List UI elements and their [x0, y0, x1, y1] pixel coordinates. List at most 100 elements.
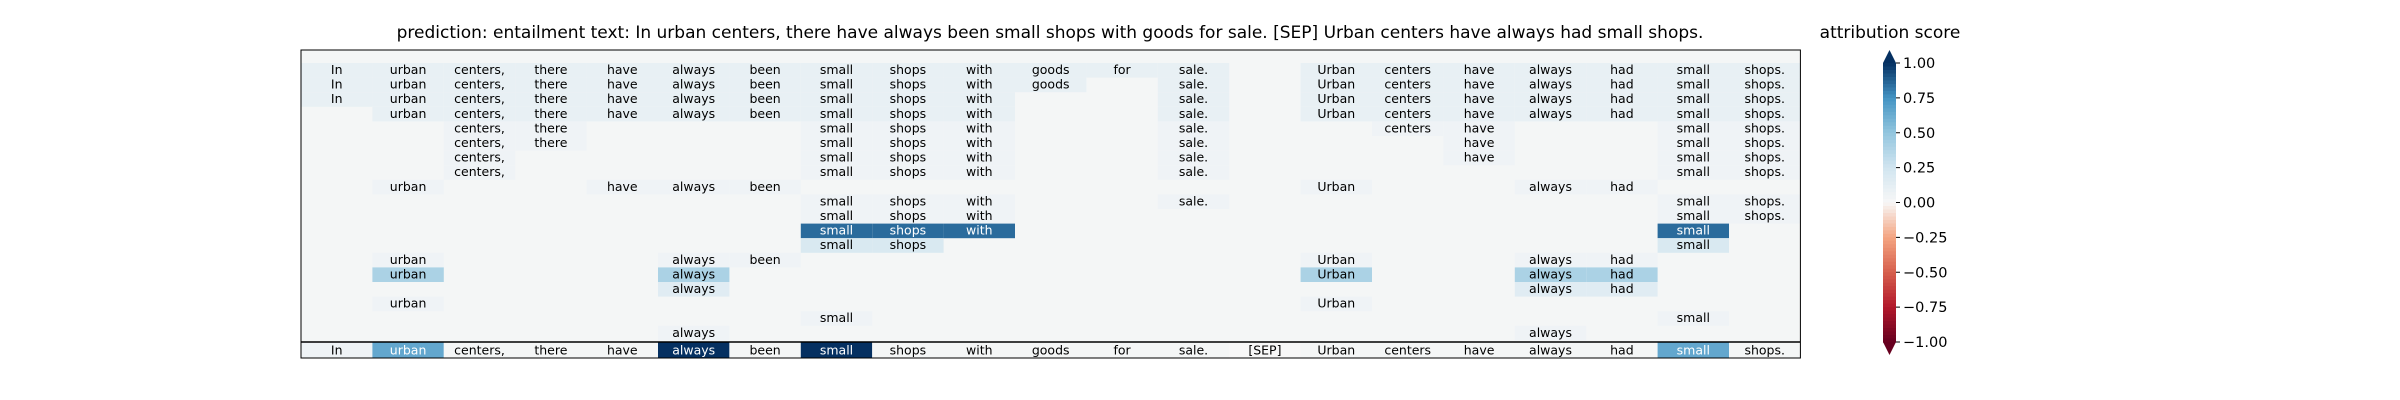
attribution-cell: [586, 179, 658, 195]
attribution-row: urban centers, there have always been small sho…: [372, 106, 1801, 122]
attribution-cell: [1729, 209, 1801, 224]
cell-token-label: had: [1610, 281, 1634, 296]
colorbar-segment: [1883, 219, 1896, 225]
colorbar-segment: [1883, 293, 1896, 298]
final-cell: [301, 342, 373, 358]
attribution-cell: [1729, 106, 1801, 122]
attribution-cell: [1657, 77, 1729, 93]
cell-token-label: In: [331, 77, 343, 92]
attribution-cell: [729, 63, 801, 78]
final-cell: [729, 342, 801, 358]
attribution-cell: [443, 121, 516, 136]
cell-token-label: urban: [390, 106, 427, 121]
cell-token-label: small: [1677, 106, 1710, 121]
colorbar-tick-label: 0.00: [1903, 196, 1935, 212]
final-token-label: Urban: [1317, 343, 1355, 358]
final-cell: [943, 342, 1015, 358]
cell-token-label: have: [1464, 135, 1495, 150]
attribution-cell: [872, 121, 944, 136]
attribution-cell: [1657, 92, 1729, 107]
attribution-cell: [1443, 136, 1515, 151]
colorbar-segment: [1883, 129, 1896, 134]
cell-token-label: always: [1529, 62, 1572, 77]
final-token-label: goods: [1032, 343, 1070, 358]
final-cell: [1229, 342, 1301, 358]
colorbar-segment: [1883, 331, 1896, 336]
cell-token-label: have: [1464, 150, 1495, 165]
cell-token-label: small: [1677, 208, 1710, 223]
final-token-label: had: [1610, 343, 1634, 358]
cell-token-label: sale.: [1179, 91, 1208, 106]
cell-token-label: had: [1610, 266, 1634, 281]
colorbar-segment: [1883, 76, 1896, 82]
attribution-row: always always: [658, 325, 1587, 341]
final-cell: [658, 342, 730, 358]
colorbar-segment: [1883, 282, 1896, 287]
cell-token-label: small: [1677, 164, 1710, 179]
attribution-row: centers, small shops with sale. small shops.: [443, 164, 1801, 180]
cell-token-label: shops: [890, 120, 927, 135]
cell-token-label: with: [966, 77, 993, 92]
cell-token-label: small: [1677, 120, 1710, 135]
cell-token-label: shops: [890, 150, 927, 165]
cell-token-label: centers,: [454, 77, 505, 92]
attribution-cell: [515, 63, 587, 78]
final-cell: [1372, 342, 1444, 358]
attribution-cell: [1157, 63, 1230, 78]
cell-token-label: always: [1529, 325, 1572, 340]
colorbar-segment: [1883, 83, 1896, 89]
cell-token-label: had: [1610, 106, 1634, 121]
attribution-cell: [872, 209, 944, 224]
colorbar-segment: [1883, 272, 1896, 277]
attribution-cell: [372, 179, 444, 195]
final-token-label: small: [1677, 343, 1710, 358]
attribution-row: urban have always been Urban always had: [372, 179, 1658, 195]
colorbar-segment: [1883, 181, 1896, 186]
colorbar-tick-label: −0.75: [1903, 300, 1947, 316]
attribution-cell: [1372, 77, 1444, 93]
attribution-cell: [1372, 106, 1444, 122]
final-token-label: [SEP]: [1248, 343, 1281, 358]
cell-token-label: small: [820, 310, 853, 325]
attribution-cell: [943, 150, 1015, 166]
attribution-cell: [800, 238, 873, 253]
final-token-label: urban: [390, 343, 427, 358]
cell-token-label: Urban: [1317, 179, 1355, 194]
cell-token-label: small: [1677, 223, 1710, 238]
attribution-cell: [800, 194, 873, 209]
cell-token-label: shops.: [1744, 120, 1785, 135]
attribution-cell: [1729, 150, 1801, 166]
attribution-row: In urban centers, there have always been small s…: [301, 91, 1801, 107]
cell-token-label: small: [1677, 135, 1710, 150]
attribution-cell: [943, 165, 1015, 180]
attribution-cell: [872, 223, 944, 239]
cell-token-label: goods: [1032, 77, 1070, 92]
attribution-row: centers, there small shops with sale. centers h…: [443, 120, 1801, 136]
attribution-cell: [372, 92, 444, 107]
attribution-cell: [1586, 282, 1658, 297]
colorbar-segment: [1883, 87, 1896, 92]
attribution-cell: [1514, 252, 1587, 268]
colorbar-segment: [1883, 69, 1896, 75]
colorbar-tick-label: −1.00: [1903, 335, 1947, 351]
colorbar-segment: [1883, 167, 1896, 172]
cell-token-label: always: [1529, 179, 1572, 194]
cell-token-label: small: [1677, 193, 1710, 208]
attribution-cell: [943, 63, 1015, 78]
attribution-cell: [1157, 92, 1230, 107]
cell-token-label: small: [820, 150, 853, 165]
colorbar-segment: [1883, 296, 1896, 301]
cell-token-label: small: [820, 77, 853, 92]
cell-token-label: small: [1677, 62, 1710, 77]
cell-token-label: always: [672, 77, 715, 92]
cell-token-label: sale.: [1179, 164, 1208, 179]
cell-token-label: Urban: [1317, 91, 1355, 106]
attribution-cell: [1657, 150, 1729, 166]
final-token-label: In: [331, 343, 343, 358]
cell-token-label: always: [672, 91, 715, 106]
heatmap-border: [300, 49, 1801, 359]
colorbar-segment: [1883, 321, 1896, 326]
cell-token-label: small: [820, 223, 853, 238]
colorbar-segment: [1883, 307, 1896, 312]
